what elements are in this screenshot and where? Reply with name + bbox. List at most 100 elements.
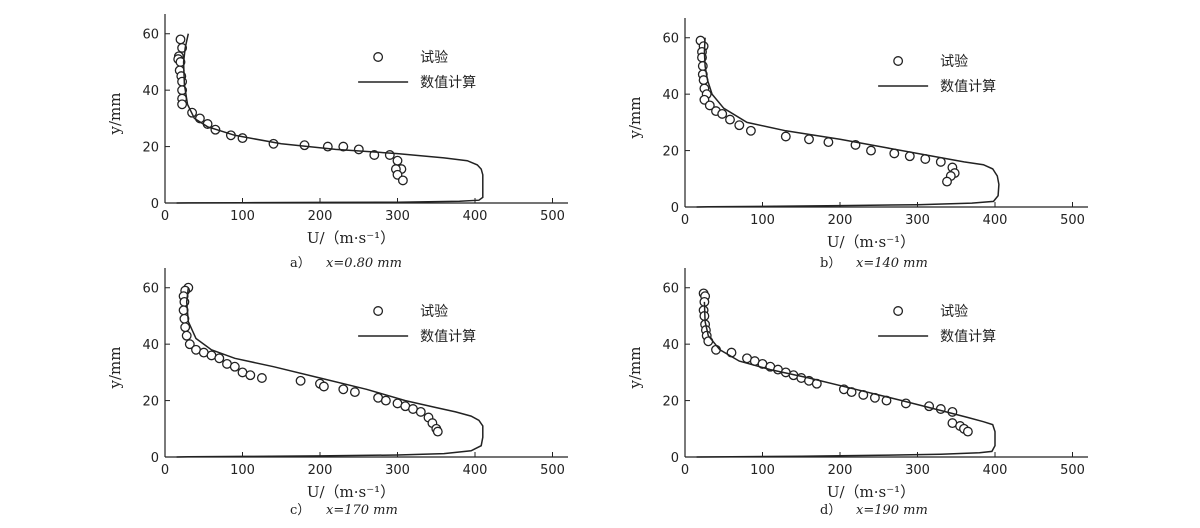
x-tick-label: 200	[308, 463, 333, 478]
x-tick-label: 500	[1060, 463, 1085, 478]
x-tick-label: 500	[540, 463, 565, 478]
data-point-experiment	[180, 322, 191, 333]
data-point-experiment	[725, 114, 735, 125]
y-axis-label: y/mm	[626, 97, 644, 140]
x-tick-label: 200	[828, 463, 853, 478]
x-tick-label: 400	[983, 463, 1008, 478]
y-tick-label: 60	[662, 32, 679, 47]
y-tick-label: 0	[151, 197, 159, 212]
data-point-experiment	[866, 145, 876, 156]
data-point-experiment	[384, 150, 395, 160]
x-tick-label: 100	[230, 209, 255, 224]
data-point-experiment	[237, 133, 248, 144]
legend-label-numerical: 数值计算	[940, 79, 996, 95]
legend-marker-experiment	[893, 306, 904, 316]
x-tick-label: 100	[750, 213, 775, 228]
panel-caption-value: x=140 mm	[856, 256, 928, 271]
x-tick-label: 300	[905, 463, 930, 478]
data-point-experiment	[229, 361, 240, 372]
x-tick-label: 300	[905, 213, 930, 228]
x-tick-label: 300	[385, 463, 410, 478]
data-point-experiment	[349, 387, 360, 398]
legend-label-experiment: 试验	[420, 304, 448, 320]
y-tick-label: 0	[671, 451, 679, 466]
y-tick-label: 40	[662, 338, 679, 353]
panel-caption-letter: d）	[820, 503, 841, 518]
panel-caption-value: x=190 mm	[856, 503, 928, 518]
x-axis-label: U/（m·s⁻¹）	[827, 233, 915, 251]
y-tick-label: 40	[142, 338, 159, 353]
legend-marker-experiment	[373, 52, 384, 62]
y-tick-label: 60	[142, 282, 159, 297]
legend-label-experiment: 试验	[940, 54, 968, 70]
data-point-experiment	[245, 370, 256, 381]
series-line-numerical	[176, 33, 484, 204]
x-axis-label: U/（m·s⁻¹）	[307, 229, 395, 247]
data-point-experiment	[804, 134, 814, 145]
data-point-experiment	[380, 395, 391, 406]
x-tick-label: 400	[463, 209, 488, 224]
chart-panel-a: 0 100 200 300 400 500 0 20 40 60 y/mm U/（m·s⁻¹） a） x=…	[106, 14, 568, 271]
y-axis-label: y/mm	[626, 347, 644, 390]
legend-label-numerical: 数值计算	[420, 75, 476, 91]
chart-panel-c: 0 100 200 300 400 500 0 20 40 60 y/mm U/（m·s⁻¹） c） x=…	[106, 268, 568, 518]
legend-label-experiment: 试验	[420, 50, 448, 66]
x-tick-label: 400	[463, 463, 488, 478]
data-point-experiment	[353, 144, 364, 155]
data-point-experiment	[338, 384, 349, 395]
chart-panel-b: 0 100 200 300 400 500 0 20 40 60 y/mm U/（m·s⁻¹） b） x=…	[626, 18, 1088, 271]
y-axis-label: y/mm	[106, 347, 124, 390]
data-point-experiment	[392, 155, 403, 166]
y-tick-label: 0	[671, 201, 679, 216]
data-point-experiment	[415, 406, 426, 417]
x-tick-label: 400	[983, 213, 1008, 228]
y-tick-label: 20	[662, 395, 679, 410]
y-tick-label: 20	[142, 141, 159, 156]
y-tick-label: 40	[662, 88, 679, 103]
y-axis-label: y/mm	[106, 93, 124, 136]
y-tick-label: 40	[142, 84, 159, 99]
data-point-experiment	[704, 100, 715, 111]
legend-label-experiment: 试验	[940, 304, 968, 320]
panel-caption-value: x=170 mm	[326, 503, 398, 518]
series-line-numerical	[696, 37, 1000, 208]
data-point-experiment	[214, 353, 225, 364]
x-axis-label: U/（m·s⁻¹）	[307, 483, 395, 501]
x-tick-label: 0	[161, 209, 169, 224]
data-point-experiment	[338, 141, 349, 152]
data-point-experiment	[942, 176, 952, 187]
data-point-experiment	[181, 330, 192, 341]
data-point-experiment	[295, 375, 306, 386]
data-point-experiment	[177, 99, 188, 110]
x-tick-label: 100	[230, 463, 255, 478]
x-tick-label: 0	[681, 463, 689, 478]
legend-marker-experiment	[893, 56, 904, 66]
data-point-experiment	[745, 125, 756, 136]
x-axis-label: U/（m·s⁻¹）	[827, 483, 915, 501]
data-point-experiment	[717, 108, 728, 119]
panel-caption-letter: a）	[290, 256, 311, 271]
x-tick-label: 100	[750, 463, 775, 478]
panel-caption-letter: c）	[290, 503, 310, 518]
y-tick-label: 60	[142, 28, 159, 43]
x-tick-label: 300	[385, 209, 410, 224]
y-tick-label: 0	[151, 451, 159, 466]
y-tick-label: 60	[662, 282, 679, 297]
legend-label-numerical: 数值计算	[940, 329, 996, 345]
y-tick-label: 20	[142, 395, 159, 410]
series-line-numerical	[696, 301, 996, 458]
data-point-experiment	[962, 426, 973, 437]
chart-panel-d: 0 100 200 300 400 500 0 20 40 60 y/mm U/（m·s⁻¹） d） x=…	[626, 268, 1088, 518]
data-point-experiment	[318, 381, 329, 392]
data-point-experiment	[256, 373, 267, 383]
data-point-experiment	[823, 137, 834, 148]
legend-label-numerical: 数值计算	[420, 329, 476, 345]
x-tick-label: 200	[308, 209, 333, 224]
series-line-numerical	[176, 287, 484, 458]
data-point-experiment	[432, 426, 443, 437]
x-tick-label: 200	[828, 213, 853, 228]
y-tick-label: 20	[662, 145, 679, 160]
panel-caption-value: x=0.80 mm	[326, 256, 402, 271]
legend-marker-experiment	[373, 306, 384, 316]
